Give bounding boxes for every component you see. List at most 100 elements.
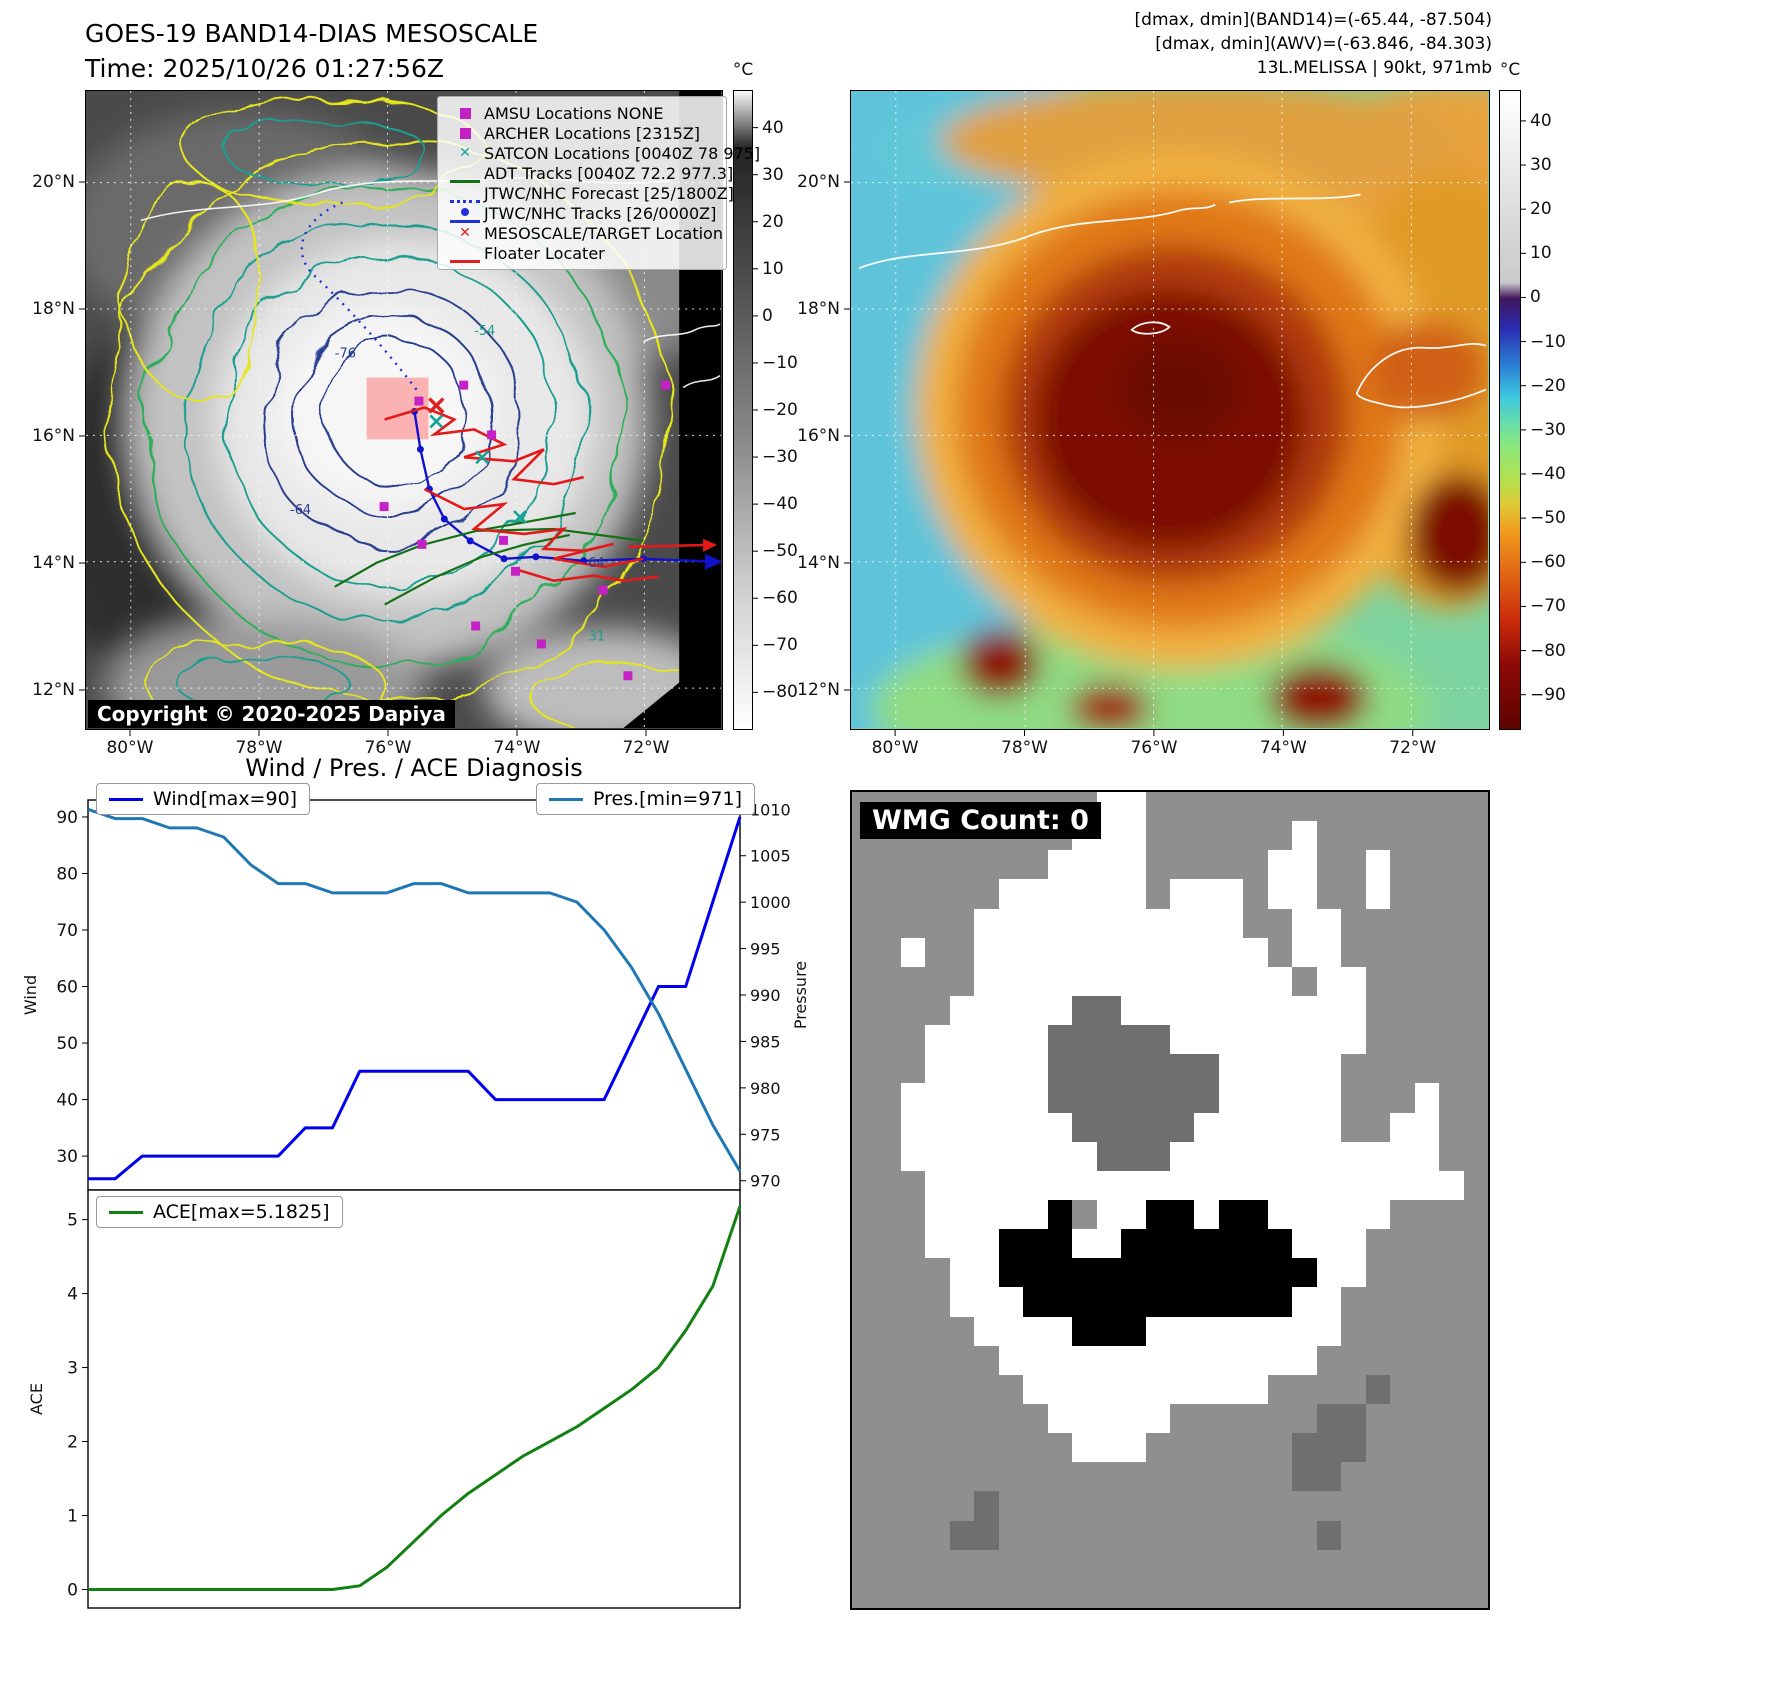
legend-item: ADT Tracks [0040Z 72.2 977.3] bbox=[446, 163, 733, 183]
wmg-cell bbox=[1341, 1403, 1366, 1434]
wmg-cell bbox=[1365, 1287, 1391, 1317]
panel2-header-line3: 13L.MELISSA | 90kt, 971mb bbox=[1256, 58, 1492, 78]
wmg-cell bbox=[1096, 1403, 1122, 1434]
pressure-legend-label: Pres.[min=971] bbox=[593, 788, 742, 810]
wmg-cell bbox=[1169, 1083, 1195, 1113]
wmg-cell bbox=[1121, 879, 1146, 909]
wmg-cell bbox=[1047, 1462, 1073, 1492]
wmg-cell bbox=[852, 1549, 877, 1579]
colorbar-tick-label: −80 bbox=[762, 682, 798, 703]
wmg-cell bbox=[998, 1433, 1024, 1463]
wmg-cell bbox=[1072, 1054, 1097, 1084]
wmg-cell bbox=[1023, 850, 1048, 880]
y-tick-label: 14°N bbox=[797, 553, 840, 574]
wmg-cell bbox=[1414, 1141, 1440, 1171]
wmg-cell bbox=[1463, 1345, 1488, 1375]
wmg-cell bbox=[1292, 1141, 1317, 1171]
wmg-cell bbox=[974, 995, 999, 1026]
wmg-cell bbox=[1145, 995, 1170, 1026]
wmg-cell bbox=[1463, 1287, 1488, 1317]
wmg-cell bbox=[1169, 1229, 1195, 1259]
wmg-cell bbox=[1194, 1083, 1219, 1113]
wmg-cell bbox=[1218, 1258, 1244, 1288]
wmg-cell bbox=[1365, 879, 1391, 909]
wmg-cell bbox=[1047, 1199, 1073, 1230]
wmg-cell bbox=[1145, 1520, 1170, 1550]
x-tick-label: 76°W bbox=[1130, 738, 1178, 758]
colorbar-tick-label: −50 bbox=[762, 541, 798, 562]
wmg-cell bbox=[949, 1141, 975, 1171]
wmg-cell bbox=[1243, 1491, 1268, 1521]
wmg-cell bbox=[949, 1083, 975, 1113]
wmg-cell bbox=[1439, 792, 1464, 822]
wmg-cell bbox=[1292, 966, 1317, 996]
wmg-cell bbox=[1121, 1578, 1146, 1608]
wmg-cell bbox=[974, 908, 999, 938]
wmg-cell bbox=[1463, 937, 1488, 967]
wmg-cell bbox=[998, 1549, 1024, 1579]
wmg-cell bbox=[1096, 879, 1122, 909]
chart-text: 1000 bbox=[750, 893, 791, 912]
wmg-cell bbox=[1072, 879, 1097, 909]
wmg-cell bbox=[1096, 995, 1122, 1026]
y-tick-label: 20°N bbox=[797, 172, 840, 192]
wmg-cell bbox=[1047, 1112, 1073, 1142]
wmg-cell bbox=[998, 1374, 1024, 1404]
wmg-cell bbox=[1439, 1549, 1464, 1579]
wmg-cell bbox=[876, 850, 901, 880]
wmg-cell bbox=[1194, 937, 1219, 967]
wmg-cell bbox=[1243, 1287, 1268, 1317]
wmg-cell bbox=[1316, 1054, 1342, 1084]
wmg-cell bbox=[876, 937, 901, 967]
wmg-cell bbox=[900, 1578, 926, 1608]
wmg-cell bbox=[876, 1083, 901, 1113]
wmg-cell bbox=[1439, 937, 1464, 967]
wmg-cell bbox=[1292, 937, 1317, 967]
wmg-cell bbox=[900, 1491, 926, 1521]
wmg-cell bbox=[1072, 1462, 1097, 1492]
wmg-cell bbox=[1292, 1112, 1317, 1142]
wmg-cell bbox=[1292, 1520, 1317, 1550]
wmg-cell bbox=[852, 995, 877, 1026]
wmg-cell bbox=[876, 1578, 901, 1608]
wmg-cell bbox=[1023, 1520, 1048, 1550]
wmg-cell bbox=[1292, 1491, 1317, 1521]
wmg-cell bbox=[1267, 966, 1293, 996]
wmg-cell bbox=[1047, 1025, 1073, 1055]
wmg-cell bbox=[1218, 1054, 1244, 1084]
wmg-cell bbox=[1218, 1141, 1244, 1171]
linedot-marker-icon bbox=[446, 208, 484, 223]
wmg-cell bbox=[1218, 1229, 1244, 1259]
wmg-cell bbox=[852, 1578, 877, 1608]
wmg-cell bbox=[1341, 1549, 1366, 1579]
y-tick-label: 12°N bbox=[32, 680, 75, 700]
wmg-cell bbox=[1439, 821, 1464, 851]
wmg-cell bbox=[1096, 1287, 1122, 1317]
wmg-cell bbox=[1292, 792, 1317, 822]
wmg-cell bbox=[974, 966, 999, 996]
wmg-cell bbox=[1145, 966, 1170, 996]
wmg-cell bbox=[1169, 995, 1195, 1026]
wmg-cell bbox=[949, 850, 975, 880]
wmg-cell bbox=[949, 1403, 975, 1434]
wmg-cell bbox=[1121, 1141, 1146, 1171]
wmg-cell bbox=[1267, 1083, 1293, 1113]
chart-text: 3 bbox=[67, 1359, 78, 1379]
wmg-cell bbox=[1341, 850, 1366, 880]
wmg-cell bbox=[876, 1229, 901, 1259]
wmg-cell bbox=[1218, 995, 1244, 1026]
wmg-cell bbox=[1072, 995, 1097, 1026]
wmg-cell bbox=[925, 937, 950, 967]
wmg-cell bbox=[1194, 1374, 1219, 1404]
wmg-cell bbox=[900, 937, 926, 967]
wmg-cell bbox=[1145, 879, 1170, 909]
chart-text: 60 bbox=[56, 978, 78, 998]
wmg-cell bbox=[1316, 1229, 1342, 1259]
wmg-cell bbox=[974, 850, 999, 880]
chart-text: 4 bbox=[67, 1285, 78, 1305]
wmg-cell bbox=[925, 1083, 950, 1113]
wmg-cell bbox=[974, 1374, 999, 1404]
wmg-cell bbox=[1194, 792, 1219, 822]
wmg-cell bbox=[1365, 1520, 1391, 1550]
wmg-cell bbox=[900, 1054, 926, 1084]
